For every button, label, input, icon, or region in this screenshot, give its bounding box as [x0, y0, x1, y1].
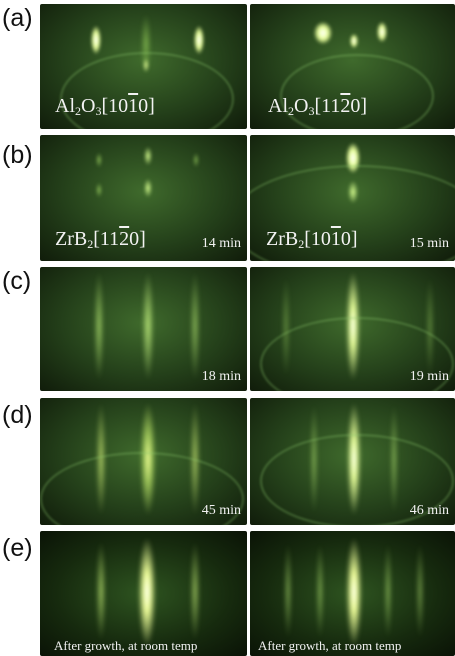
row-label-b: (b) [2, 141, 33, 169]
panel-c-left-time: 18 min [201, 369, 241, 384]
panel-b-right-time: 15 min [409, 236, 449, 251]
panel-e-right-caption: After growth, at room temp [258, 638, 402, 653]
rheed-streak [190, 541, 200, 641]
panel-e-left-caption: After growth, at room temp [54, 638, 198, 653]
panel-b-left: ZrB2[1120] 14 min [40, 135, 247, 261]
panel-b-right: ZrB2[1010] 15 min [250, 135, 455, 261]
panel-a-left: Al2O3[1010] [40, 4, 247, 129]
rheed-spot [144, 147, 152, 165]
panel-d-right: 46 min [250, 398, 455, 525]
rheed-streak [96, 541, 106, 641]
panel-d-left: 45 min [40, 398, 247, 525]
rheed-streak [142, 271, 154, 381]
rheed-streak [141, 14, 151, 74]
panel-e-right: After growth, at room temp [250, 531, 455, 656]
rheed-spot [377, 22, 387, 42]
panel-c-right: 19 min [250, 267, 455, 391]
rheed-spot [193, 153, 199, 167]
panel-c-right-time: 19 min [409, 369, 449, 384]
rheed-spot [314, 22, 332, 44]
rheed-streak [426, 277, 434, 377]
rheed-streak [284, 543, 292, 639]
panel-e-left: After growth, at room temp [40, 531, 247, 656]
rheed-spot [91, 26, 101, 54]
panel-a-left-label: Al2O3[1010] [55, 95, 155, 118]
kikuchi-arc [260, 434, 454, 525]
rheed-spot [96, 153, 102, 167]
panel-c-left: 18 min [40, 267, 247, 391]
rheed-spot [194, 26, 204, 54]
rheed-streak [190, 271, 200, 381]
rheed-streak [316, 543, 324, 639]
row-label-d: (d) [2, 401, 33, 429]
panel-a-right: Al2O3[1120] [250, 4, 455, 129]
row-label-e: (e) [2, 534, 33, 562]
panel-d-left-time: 45 min [201, 503, 241, 518]
row-label-c: (c) [2, 267, 32, 295]
rheed-streak [416, 543, 424, 639]
rheed-streak [384, 543, 392, 639]
kikuchi-arc [60, 52, 234, 129]
panel-d-right-time: 46 min [409, 503, 449, 518]
rheed-streak [94, 271, 104, 381]
panel-b-left-label: ZrB2[1120] [55, 228, 146, 251]
rheed-spot [144, 179, 152, 197]
panel-b-left-time: 14 min [201, 236, 241, 251]
rheed-streak [282, 277, 290, 377]
panel-b-right-label: ZrB2[1010] [266, 228, 358, 251]
panel-a-right-label: Al2O3[1120] [268, 95, 368, 118]
rheed-spot [96, 183, 102, 197]
kikuchi-arc [280, 54, 434, 129]
rheed-streak [346, 537, 362, 647]
rheed-spot [350, 34, 358, 48]
row-label-a: (a) [2, 4, 33, 32]
kikuchi-arc [250, 165, 455, 261]
rheed-streak [138, 537, 156, 647]
